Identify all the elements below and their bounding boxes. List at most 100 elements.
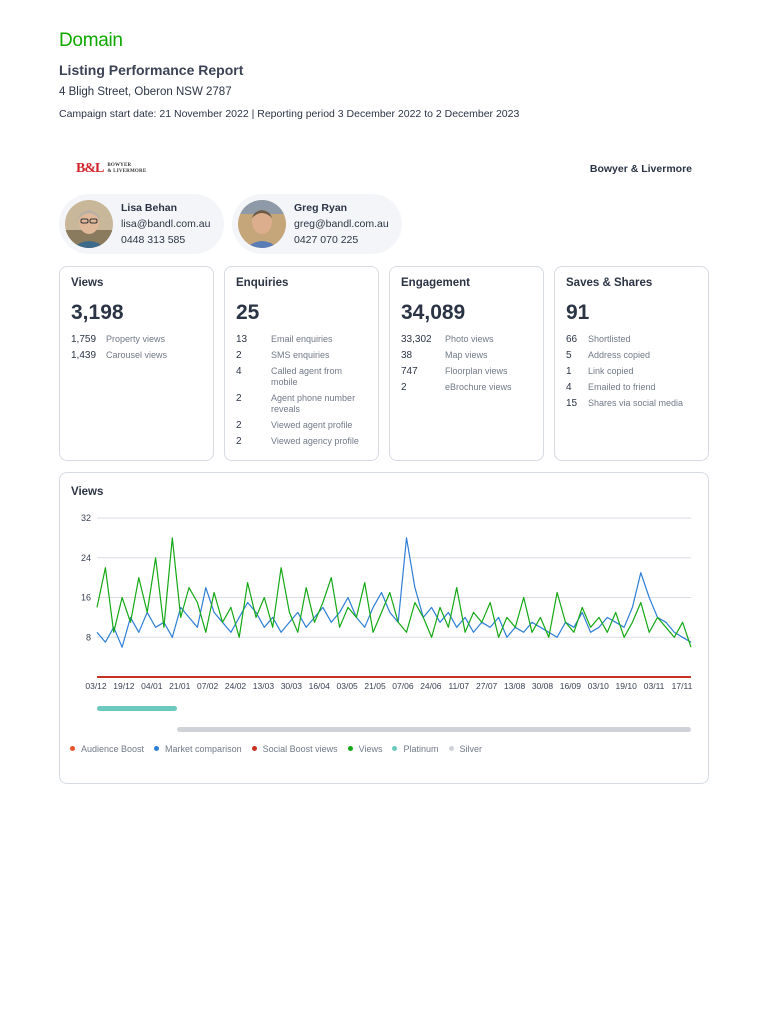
chart-legend: Audience Boost Market comparison Social Bo… bbox=[70, 743, 690, 759]
x-tick-label: 19/10 bbox=[616, 681, 638, 691]
legend-label: Platinum bbox=[403, 743, 439, 754]
legend-dot bbox=[448, 746, 454, 751]
x-tick-label: 16/04 bbox=[309, 681, 331, 691]
agent-email[interactable]: greg@bandl.com.au bbox=[294, 218, 389, 230]
x-tick-label: 21/01 bbox=[169, 681, 191, 691]
stat-row: 2 Viewed agent profile bbox=[236, 420, 367, 431]
agency-logo-mark: B&L bbox=[76, 161, 104, 176]
stat-label: Address copied bbox=[588, 350, 651, 360]
x-tick-label: 24/02 bbox=[225, 681, 247, 691]
card-title: Engagement bbox=[401, 277, 471, 289]
card-value: 25 bbox=[236, 301, 260, 324]
card-title: Enquiries bbox=[236, 277, 289, 289]
legend-label: Audience Boost bbox=[81, 743, 145, 754]
stat-row: 1 Link copied bbox=[566, 366, 697, 377]
stat-label: SMS enquiries bbox=[271, 350, 330, 360]
stat-label: Map views bbox=[445, 350, 488, 360]
legend-label: Social Boost views bbox=[262, 743, 338, 754]
x-tick-label: 21/05 bbox=[364, 681, 386, 691]
x-tick-label: 19/12 bbox=[113, 681, 135, 691]
agent-info: Greg Ryan greg@bandl.com.au 0427 070 225 bbox=[294, 200, 389, 248]
stat-row: 4 Called agent from mobile bbox=[236, 366, 367, 388]
stat-count: 1,439 bbox=[71, 350, 97, 361]
stat-count: 2 bbox=[236, 420, 242, 431]
domain-logo: Domain bbox=[59, 30, 123, 51]
stat-count: 5 bbox=[566, 350, 572, 361]
stat-row: 1,759 Property views bbox=[71, 334, 202, 345]
agent-name: Lisa Behan bbox=[121, 202, 178, 214]
legend-dot bbox=[392, 746, 398, 751]
stat-label: Floorplan views bbox=[445, 366, 508, 376]
agency-logo-words: BOWYER & LIVERMORE bbox=[107, 163, 146, 175]
platinum-range-bar bbox=[97, 706, 177, 711]
stat-count: 38 bbox=[401, 350, 413, 361]
stat-label: Shares via social media bbox=[588, 398, 684, 408]
engagement-card: Engagement 34,089 33,302 Photo views 38 Ma… bbox=[389, 266, 544, 461]
agency-logo: B&L BOWYER & LIVERMORE bbox=[76, 161, 146, 177]
stat-count: 4 bbox=[566, 382, 572, 393]
legend-item[interactable]: Platinum bbox=[392, 743, 439, 754]
y-tick-label: 8 bbox=[86, 632, 91, 642]
stat-count: 15 bbox=[566, 398, 578, 409]
stat-count: 747 bbox=[401, 366, 418, 377]
x-tick-label: 17/11 bbox=[672, 681, 693, 691]
x-tick-label: 13/08 bbox=[504, 681, 526, 691]
agent-email[interactable]: lisa@bandl.com.au bbox=[121, 218, 211, 230]
x-tick-label: 30/03 bbox=[281, 681, 303, 691]
stat-count: 2 bbox=[236, 350, 242, 361]
stat-row: 2 Agent phone number reveals bbox=[236, 393, 367, 415]
legend-dot bbox=[347, 746, 353, 751]
card-title: Saves & Shares bbox=[566, 277, 653, 289]
avatar bbox=[65, 200, 113, 248]
agent-card-lisa: Lisa Behan lisa@bandl.com.au 0448 313 58… bbox=[59, 194, 224, 254]
legend-dot bbox=[154, 746, 160, 751]
x-tick-label: 27/07 bbox=[476, 681, 498, 691]
stat-count: 66 bbox=[566, 334, 578, 345]
y-tick-label: 16 bbox=[81, 593, 91, 603]
stat-label: eBrochure views bbox=[445, 382, 512, 392]
x-tick-label: 03/12 bbox=[85, 681, 107, 691]
stat-row: 2 Viewed agency profile bbox=[236, 436, 367, 447]
x-tick-label: 03/10 bbox=[588, 681, 610, 691]
card-title: Views bbox=[71, 277, 104, 289]
views-chart[interactable]: 8 16 24 32 03/12 19/12 04/01 21/01 07/02 24/02 13/… bbox=[60, 473, 708, 741]
stat-label: Agent phone number reveals bbox=[271, 393, 356, 414]
legend-item[interactable]: Silver bbox=[448, 744, 482, 754]
agent-phone[interactable]: 0448 313 585 bbox=[121, 234, 186, 246]
stat-count: 2 bbox=[236, 436, 242, 447]
stat-row: 15 Shares via social media bbox=[566, 398, 697, 409]
y-tick-label: 32 bbox=[81, 513, 91, 523]
stat-count: 2 bbox=[236, 393, 242, 404]
legend-dot bbox=[70, 746, 75, 751]
x-tick-label: 24/06 bbox=[420, 681, 442, 691]
campaign-period: Campaign start date: 21 November 2022 | … bbox=[59, 108, 520, 120]
legend-item[interactable]: Audience Boost bbox=[70, 744, 144, 754]
stat-label: Called agent from mobile bbox=[271, 366, 343, 387]
stat-label: Link copied bbox=[588, 366, 634, 376]
agent-phone[interactable]: 0427 070 225 bbox=[294, 234, 359, 246]
stat-row: 747 Floorplan views bbox=[401, 366, 532, 377]
x-tick-label: 11/07 bbox=[448, 681, 469, 691]
stat-row: 1,439 Carousel views bbox=[71, 350, 202, 361]
property-address: 4 Bligh Street, Oberon NSW 2787 bbox=[59, 86, 232, 98]
x-tick-label: 16/09 bbox=[560, 681, 582, 691]
agency-logo-line2: & LIVERMORE bbox=[107, 169, 147, 174]
x-tick-label: 03/11 bbox=[644, 681, 665, 691]
legend-label: Market comparison bbox=[165, 743, 242, 754]
enquiries-card: Enquiries 25 13 Email enquiries 2 SMS enqu… bbox=[224, 266, 379, 461]
avatar bbox=[238, 200, 286, 248]
stat-row: 38 Map views bbox=[401, 350, 532, 361]
stat-row: 4 Emailed to friend bbox=[566, 382, 697, 393]
legend-item[interactable]: Market comparison bbox=[154, 744, 242, 754]
stat-row: 66 Shortlisted bbox=[566, 334, 697, 345]
x-tick-label: 07/06 bbox=[392, 681, 414, 691]
stat-count: 1,759 bbox=[71, 334, 97, 345]
legend-item[interactable]: Views bbox=[347, 744, 382, 754]
views-card: Views 3,198 1,759 Property views 1,439 Car… bbox=[59, 266, 214, 461]
legend-item[interactable]: Social Boost views bbox=[251, 743, 338, 754]
stat-label: Email enquiries bbox=[271, 334, 333, 344]
stat-count: 13 bbox=[236, 334, 248, 345]
stat-label: Carousel views bbox=[106, 350, 168, 360]
card-value: 91 bbox=[566, 301, 590, 324]
stat-label: Photo views bbox=[445, 334, 494, 344]
